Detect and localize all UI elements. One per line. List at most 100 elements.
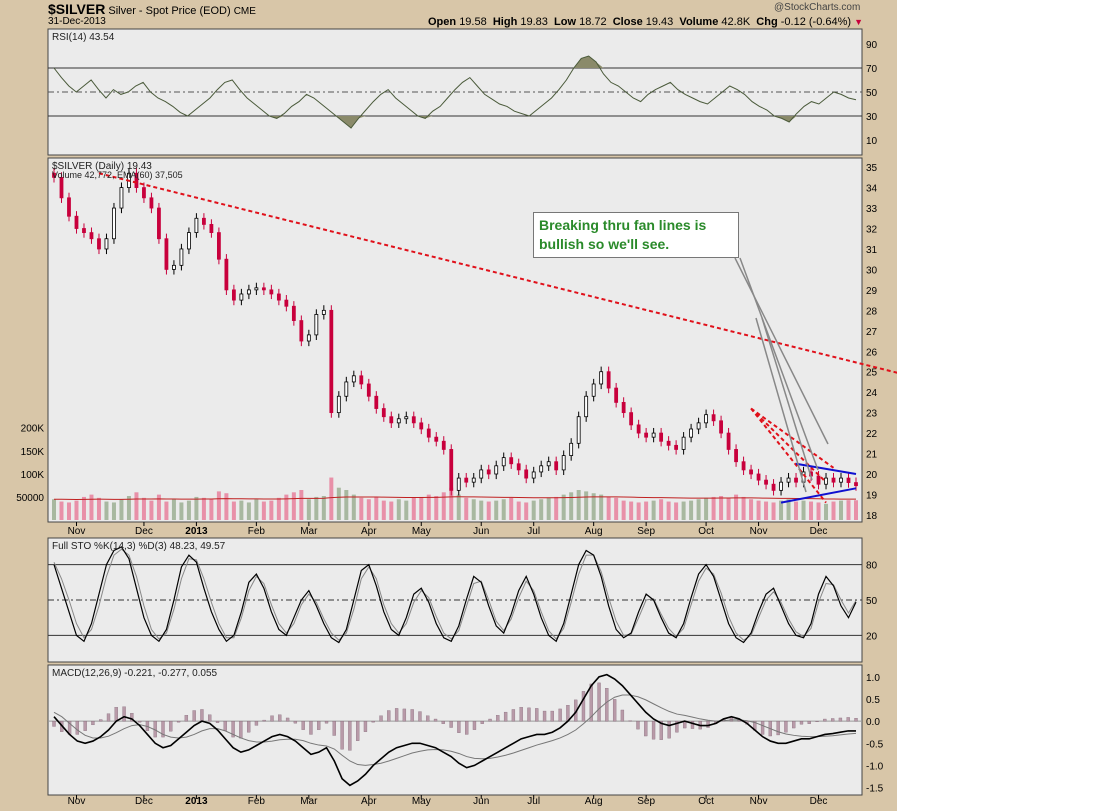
x-tick-label: Jul bbox=[527, 796, 540, 807]
rsi-line bbox=[53, 55, 857, 129]
macd-histogram-bar bbox=[472, 720, 477, 730]
price-candle-body bbox=[149, 197, 154, 209]
annotation-pointer-line bbox=[734, 257, 829, 445]
macd-histogram-bar bbox=[285, 717, 290, 722]
price-candle-body bbox=[419, 422, 424, 430]
volume-bar bbox=[711, 496, 716, 520]
annotation-line-2: bullish so we'll see. bbox=[539, 236, 670, 252]
volume-bar bbox=[231, 501, 236, 520]
macd-histogram-bar bbox=[597, 682, 601, 722]
price-candle-body bbox=[194, 217, 199, 233]
volume-bar bbox=[59, 501, 64, 520]
price-candle-body bbox=[816, 475, 821, 485]
macd-histogram-bar bbox=[628, 720, 632, 722]
volume-bar bbox=[434, 496, 439, 520]
volume-bar bbox=[149, 500, 154, 520]
volume-bar bbox=[441, 492, 446, 520]
panel-macd bbox=[47, 664, 863, 796]
volume-bar bbox=[464, 497, 469, 520]
price-candle-body bbox=[831, 477, 836, 483]
price-candle-body bbox=[644, 432, 649, 438]
close-label: Close bbox=[612, 16, 643, 28]
volume-bar bbox=[134, 492, 139, 520]
price-candle-body bbox=[216, 232, 221, 260]
price-candle-body bbox=[231, 289, 236, 301]
price-candle-body bbox=[734, 449, 738, 463]
price-candle-body bbox=[516, 463, 521, 471]
x-tick-label: Apr bbox=[361, 526, 377, 537]
price-candle-body bbox=[629, 412, 634, 426]
chart-canvas: 10 30 50 70 90 RSI(14) 43.54 50000 100K 150K 200K… bbox=[16, 28, 897, 807]
macd-histogram-bar bbox=[215, 720, 220, 723]
macd-histogram-bar bbox=[208, 714, 212, 722]
volume-bar bbox=[636, 502, 641, 520]
price-candle-body bbox=[254, 287, 259, 291]
price-candle-body bbox=[104, 238, 109, 250]
macd-histogram-bar bbox=[223, 720, 227, 731]
volume-label: Volume 42,772, EMA(60) 37,505 bbox=[52, 170, 183, 180]
macd-histogram-bar bbox=[667, 720, 671, 739]
volume-tick: 150K bbox=[21, 447, 45, 458]
annotation-line-1: Breaking thru fan lines is bbox=[539, 217, 707, 233]
macd-histogram-bar bbox=[605, 688, 609, 722]
price-candle-body bbox=[441, 440, 446, 450]
volume-bar bbox=[239, 500, 244, 520]
price-candle-body bbox=[621, 401, 626, 414]
price-candle-body bbox=[381, 408, 386, 418]
rsi-tick-10: 10 bbox=[866, 136, 878, 147]
macd-histogram-bar bbox=[200, 709, 204, 722]
volume-bar bbox=[74, 500, 79, 520]
volume-bar bbox=[726, 497, 731, 520]
macd-histogram-bar bbox=[620, 709, 625, 722]
volume-bar bbox=[494, 500, 499, 520]
macd-histogram-bar bbox=[550, 710, 554, 722]
sto-label: Full STO %K(14,3) %D(3) 48.23, 49.57 bbox=[52, 541, 226, 552]
price-candle-body bbox=[299, 320, 304, 342]
price-candle-body bbox=[854, 482, 858, 487]
volume-bar bbox=[201, 497, 206, 520]
volume-bar bbox=[854, 500, 858, 520]
x-tick-label: Sep bbox=[637, 526, 655, 537]
volume-bar bbox=[81, 496, 86, 520]
price-candle-body bbox=[142, 187, 146, 199]
high-label: High bbox=[492, 16, 518, 28]
price-candle-body bbox=[456, 477, 461, 491]
volume-bar bbox=[52, 499, 56, 520]
x-tick-label: Nov bbox=[750, 526, 768, 537]
macd-histogram-bar bbox=[511, 709, 516, 722]
macd-histogram-bar bbox=[122, 706, 126, 722]
macd-histogram-bar bbox=[815, 720, 819, 722]
price-candle-body bbox=[764, 479, 768, 485]
macd-histogram-bar bbox=[465, 720, 469, 735]
macd-histogram-bar bbox=[254, 720, 259, 726]
macd-histogram-bar bbox=[823, 718, 827, 722]
volume-bar bbox=[419, 496, 424, 520]
macd-histogram-bar bbox=[169, 720, 173, 732]
volume-bar bbox=[614, 497, 619, 520]
price-candle-body bbox=[224, 258, 229, 291]
macd-tick: -1.0 bbox=[866, 761, 884, 772]
x-tick-label: Oct bbox=[698, 526, 714, 537]
volume-bar bbox=[276, 497, 281, 520]
volume-bar bbox=[141, 497, 146, 520]
price-candle-body bbox=[366, 383, 371, 397]
macd-histogram-bar bbox=[542, 710, 547, 722]
annotation-pointer-line bbox=[755, 317, 807, 493]
volume-bar bbox=[734, 494, 739, 520]
x-tick-label: Aug bbox=[585, 526, 603, 537]
sto-k-line bbox=[53, 546, 857, 644]
volume-bar bbox=[224, 493, 229, 520]
price-candle-body bbox=[172, 264, 176, 270]
price-candle-body bbox=[164, 238, 169, 270]
macd-histogram-bar bbox=[130, 713, 134, 722]
macd-histogram-bar bbox=[332, 720, 336, 736]
volume-bar bbox=[381, 500, 386, 520]
price-tick-33: 33 bbox=[866, 204, 878, 215]
volume-bar bbox=[696, 499, 701, 520]
price-candle-body bbox=[636, 424, 641, 434]
price-tick-21: 21 bbox=[866, 450, 878, 461]
macd-histogram-bar bbox=[371, 720, 375, 723]
open-value: 19.58 bbox=[459, 16, 487, 28]
macd-histogram-bar bbox=[410, 709, 414, 722]
macd-histogram-bar bbox=[503, 711, 508, 722]
